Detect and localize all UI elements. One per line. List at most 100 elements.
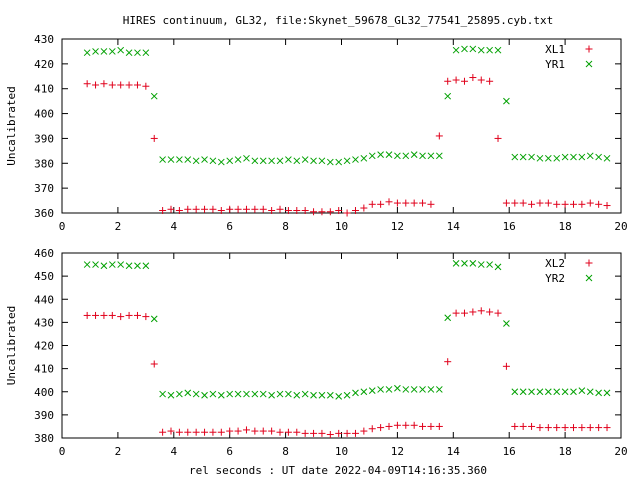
data-point-xl1 xyxy=(251,205,259,213)
data-point-xl1 xyxy=(184,205,192,213)
data-point-yr2 xyxy=(184,389,192,397)
data-point-xl1 xyxy=(100,80,108,88)
data-point-yr2 xyxy=(444,314,452,322)
data-point-xl2 xyxy=(242,426,250,434)
data-point-xl1 xyxy=(133,81,141,89)
data-point-yr2 xyxy=(536,388,544,396)
data-point-xl2 xyxy=(343,429,351,437)
data-point-xl1 xyxy=(108,81,116,89)
data-point-yr2 xyxy=(477,261,485,268)
data-point-xl2 xyxy=(578,424,586,432)
y-tick-label: 390 xyxy=(34,132,54,145)
data-point-xl2 xyxy=(318,429,326,437)
data-point-xl2 xyxy=(544,424,552,432)
y-tick-label: 390 xyxy=(34,409,54,422)
x-tick-label: 10 xyxy=(335,220,348,233)
data-point-xl2 xyxy=(159,428,167,436)
data-point-yr2 xyxy=(343,391,351,399)
x-tick-label: 14 xyxy=(447,220,461,233)
data-point-xl1 xyxy=(293,207,301,215)
data-point-yr1 xyxy=(578,153,586,161)
data-point-yr2 xyxy=(310,391,317,399)
data-point-yr1 xyxy=(469,45,477,53)
data-point-xl2 xyxy=(167,427,175,435)
data-point-yr2 xyxy=(268,391,275,399)
data-point-yr2 xyxy=(486,261,493,268)
data-point-yr2 xyxy=(142,262,150,270)
data-point-xl1 xyxy=(226,205,234,213)
data-point-yr2 xyxy=(503,320,510,327)
data-point-xl2 xyxy=(385,422,393,430)
data-point-yr2 xyxy=(100,262,108,270)
legend-marker xyxy=(585,60,593,68)
data-point-yr2 xyxy=(134,262,141,270)
data-point-xl1 xyxy=(117,81,125,89)
data-point-yr1 xyxy=(125,49,133,57)
x-tick-label: 20 xyxy=(614,220,627,233)
data-point-yr1 xyxy=(318,157,326,165)
data-point-xl2 xyxy=(452,309,460,317)
data-point-xl2 xyxy=(511,422,519,430)
data-point-xl1 xyxy=(192,205,200,213)
data-point-yr1 xyxy=(117,46,125,54)
data-point-xl1 xyxy=(343,209,351,217)
data-point-xl1 xyxy=(92,81,100,89)
data-point-xl1 xyxy=(494,134,502,142)
data-point-xl1 xyxy=(159,207,167,215)
data-point-xl1 xyxy=(326,208,334,216)
data-point-yr2 xyxy=(544,388,552,396)
x-tick-label: 16 xyxy=(503,220,516,233)
data-point-yr2 xyxy=(335,393,343,400)
data-point-yr2 xyxy=(377,386,384,393)
data-point-xl2 xyxy=(301,429,309,437)
data-point-xl2 xyxy=(192,428,200,436)
data-point-xl2 xyxy=(150,360,158,368)
data-point-xl2 xyxy=(368,425,376,433)
data-point-yr1 xyxy=(343,157,351,165)
data-point-xl2 xyxy=(477,307,485,315)
data-point-yr2 xyxy=(452,260,460,267)
data-point-yr2 xyxy=(159,390,166,398)
data-point-xl1 xyxy=(259,205,267,213)
data-point-yr1 xyxy=(243,154,250,162)
data-point-xl2 xyxy=(117,313,125,321)
data-point-xl1 xyxy=(234,205,242,213)
data-point-yr2 xyxy=(578,387,586,394)
data-point-yr2 xyxy=(83,261,91,268)
data-point-xl2 xyxy=(293,428,301,436)
x-tick-label: 14 xyxy=(447,445,461,458)
data-point-yr1 xyxy=(427,152,435,160)
y-axis-label: Uncalibrated xyxy=(5,86,18,165)
data-point-yr2 xyxy=(318,391,326,399)
data-point-yr1 xyxy=(167,156,175,163)
data-point-yr2 xyxy=(234,390,242,398)
data-point-xl2 xyxy=(100,311,108,319)
data-point-yr1 xyxy=(251,157,259,165)
x-tick-label: 6 xyxy=(226,220,233,233)
data-point-xl2 xyxy=(595,424,603,432)
data-point-yr2 xyxy=(394,384,401,392)
data-point-yr1 xyxy=(335,158,343,166)
data-point-yr2 xyxy=(603,389,611,397)
data-point-xl1 xyxy=(561,200,569,208)
data-point-xl2 xyxy=(201,428,209,436)
data-point-xl2 xyxy=(586,424,594,432)
data-point-yr1 xyxy=(192,157,200,165)
data-point-yr1 xyxy=(519,153,527,161)
data-point-xl1 xyxy=(486,77,494,85)
data-point-xl1 xyxy=(569,200,577,208)
data-point-yr2 xyxy=(435,386,443,393)
data-point-yr1 xyxy=(570,153,577,161)
data-point-xl1 xyxy=(427,200,435,208)
x-tick-label: 6 xyxy=(226,445,233,458)
data-point-xl2 xyxy=(92,311,100,319)
x-axis-label: rel seconds : UT date 2022-04-09T14:16:3… xyxy=(189,464,487,477)
data-point-yr2 xyxy=(201,391,208,399)
x-tick-label: 20 xyxy=(614,445,627,458)
data-point-xl1 xyxy=(469,74,477,82)
data-point-xl2 xyxy=(217,428,225,436)
data-point-yr1 xyxy=(544,154,552,162)
data-point-yr1 xyxy=(176,156,183,163)
y-tick-label: 400 xyxy=(34,386,54,399)
